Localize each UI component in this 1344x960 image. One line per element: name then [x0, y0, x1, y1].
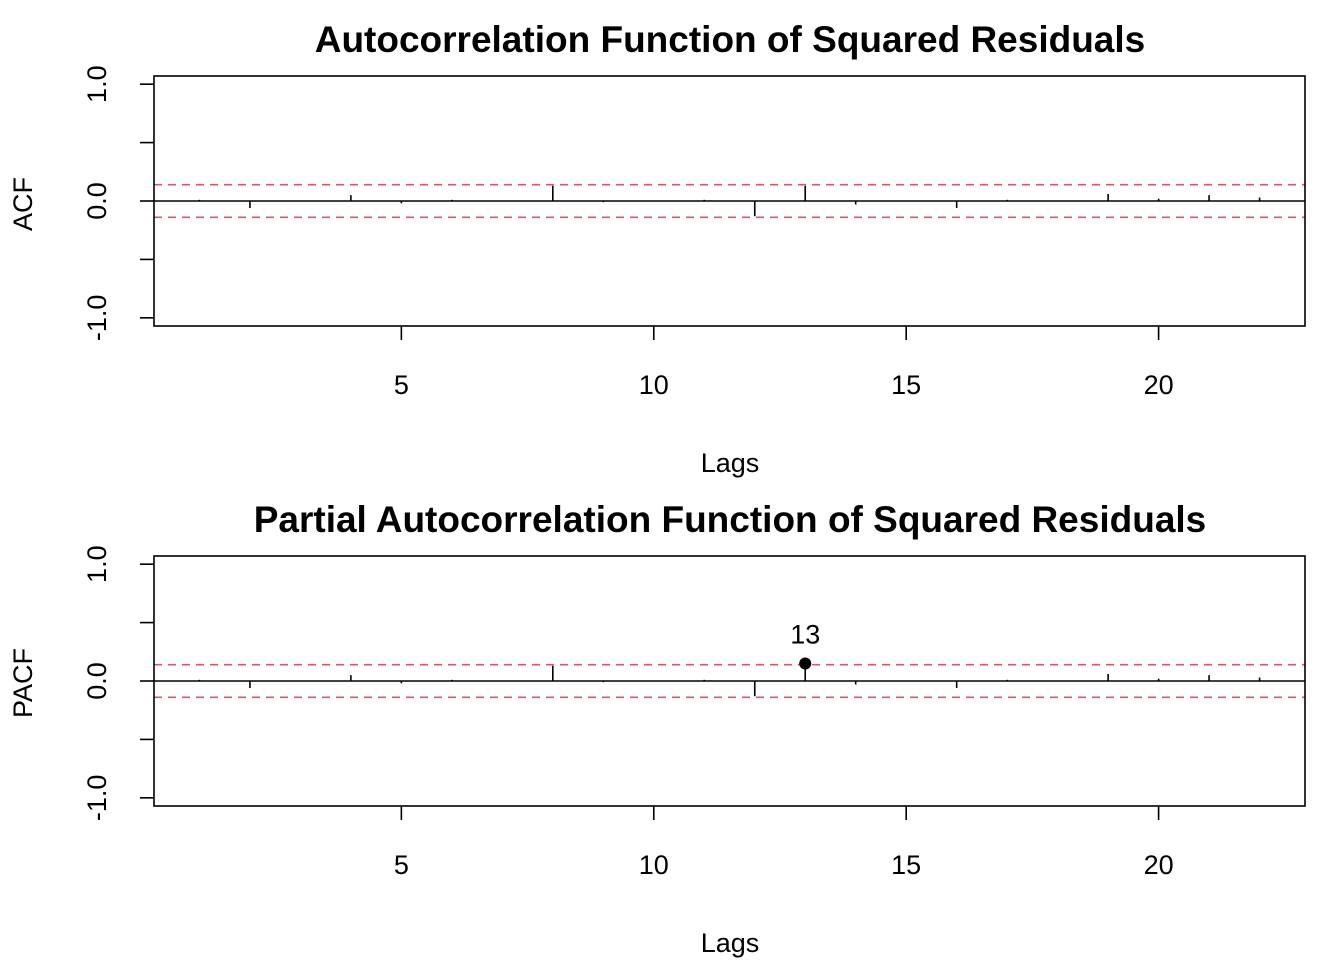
pacf-x-tick-label: 10	[639, 850, 669, 880]
acf-confidence-bounds	[154, 183, 1305, 219]
acf-ylabel: ACF	[8, 177, 38, 231]
pacf-panel: Partial Autocorrelation Function of Squa…	[8, 499, 1306, 958]
pacf-x-tick-label: 20	[1144, 850, 1174, 880]
acf-y-tick-label: 0.0	[82, 182, 112, 220]
acf-x-tick-label: 5	[394, 370, 409, 400]
acf-y-tick-label: 1.0	[82, 65, 112, 103]
acf-x-tick-label: 10	[639, 370, 669, 400]
acf-bars	[198, 185, 1261, 217]
pacf-xlabel: Lags	[701, 928, 760, 958]
pacf-highlight-point	[799, 657, 812, 670]
pacf-confidence-bounds	[154, 663, 1305, 699]
acf-panel: Autocorrelation Function of Squared Resi…	[8, 19, 1306, 478]
pacf-x-tick-label: 15	[891, 850, 921, 880]
pacf-bars	[198, 663, 1261, 697]
pacf-y-tick-label: -1.0	[82, 775, 112, 822]
pacf-highlights: 13	[790, 619, 820, 670]
pacf-ylabel: PACF	[8, 648, 38, 718]
pacf-y-tick-label: 0.0	[82, 662, 112, 700]
pacf-title: Partial Autocorrelation Function of Squa…	[254, 499, 1207, 540]
pacf-x-axis: 5 10 15 20	[394, 806, 1174, 880]
acf-y-tick-label: -1.0	[82, 295, 112, 342]
pacf-y-tick-label: 1.0	[82, 545, 112, 583]
acf-x-tick-label: 20	[1144, 370, 1174, 400]
acf-x-tick-label: 15	[891, 370, 921, 400]
acf-title: Autocorrelation Function of Squared Resi…	[315, 19, 1146, 60]
acf-xlabel: Lags	[701, 448, 760, 478]
acf-x-axis: 5 10 15 20	[394, 326, 1174, 400]
pacf-highlight-label: 13	[790, 619, 820, 649]
pacf-y-axis: -1.0 0.0 1.0	[82, 545, 154, 821]
acf-y-axis: -1.0 0.0 1.0	[82, 65, 154, 341]
pacf-x-tick-label: 5	[394, 850, 409, 880]
